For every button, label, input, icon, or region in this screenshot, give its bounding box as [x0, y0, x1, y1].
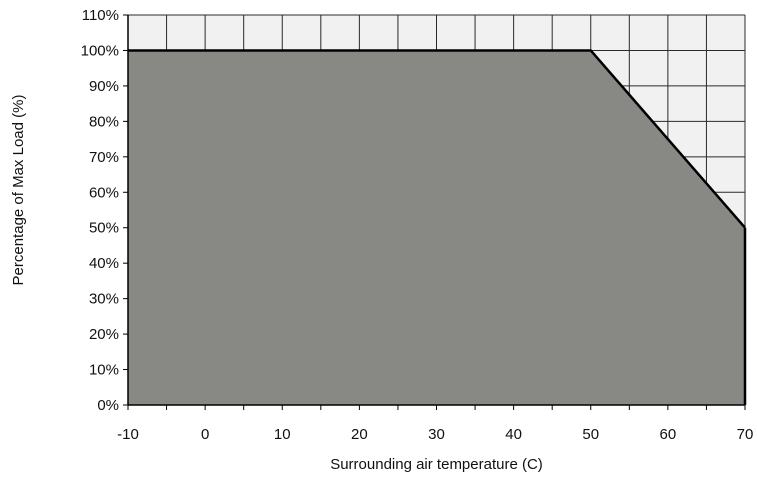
y-tick-label: 10%: [89, 362, 119, 379]
y-tick-label: 60%: [89, 184, 119, 201]
y-axis-title: Percentage of Max Load (%): [10, 95, 27, 286]
derating-curve-line: [128, 49, 746, 229]
x-tick-label: 0: [201, 426, 209, 443]
y-tick-label: 40%: [89, 255, 119, 272]
y-tick-label: 100%: [81, 42, 119, 59]
x-axis-title: Surrounding air temperature (C): [330, 456, 543, 473]
y-tick-label: 0%: [97, 397, 119, 414]
y-tick-label: 70%: [89, 149, 119, 166]
x-tick-label: 60: [660, 426, 677, 443]
x-tick-label: 20: [351, 426, 368, 443]
y-tick-label: 50%: [89, 220, 119, 237]
x-tick-label: 70: [737, 426, 754, 443]
y-tick-label: 30%: [89, 291, 119, 308]
y-tick-label: 20%: [89, 326, 119, 343]
derating-area: [128, 50, 745, 406]
y-tick-label: 90%: [89, 78, 119, 95]
x-tick-label: 50: [582, 426, 599, 443]
x-tick-label: 30: [428, 426, 445, 443]
x-tick-label: 10: [274, 426, 291, 443]
y-tick-label: 80%: [89, 113, 119, 130]
y-tick-label: 110%: [82, 7, 119, 24]
x-tick-label: -10: [117, 426, 139, 443]
x-tick-label: 40: [505, 426, 522, 443]
